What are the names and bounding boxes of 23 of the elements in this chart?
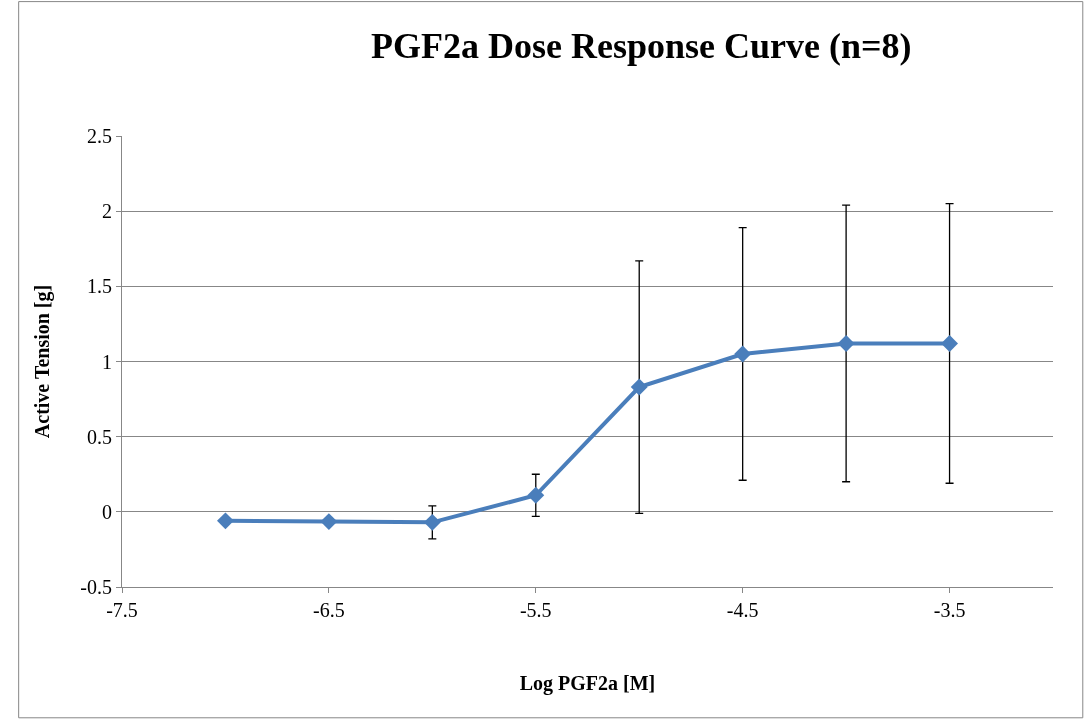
- point: [320, 513, 338, 531]
- y-tick-label: 2.5: [87, 125, 112, 147]
- x-tick-label: -7.5: [106, 599, 138, 621]
- chart-title: PGF2a Dose Response Curve (n=8): [371, 25, 912, 66]
- y-tick-label: 1.5: [87, 275, 112, 298]
- x-tick-label: -5.5: [519, 599, 552, 621]
- point: [527, 486, 545, 504]
- x-tick-label: -3.5: [933, 599, 966, 621]
- x-tick-label: -6.5: [313, 599, 345, 621]
- point: [423, 513, 441, 531]
- x-tick-label: -4.5: [726, 599, 759, 621]
- y-tick-label: 2: [102, 200, 112, 223]
- x-axis-title: Log PGF2a [M]: [519, 671, 656, 695]
- point: [837, 335, 855, 352]
- y-tick-label: -0.5: [80, 576, 112, 598]
- y-tick-label: 0.5: [87, 425, 112, 448]
- point: [941, 335, 959, 352]
- y-tick-label: 0: [102, 500, 112, 523]
- point: [630, 378, 648, 396]
- point: [734, 345, 752, 363]
- y-tick-label: 1: [102, 350, 112, 373]
- point: [216, 512, 234, 530]
- y-axis-title: Active Tension [g]: [30, 284, 54, 439]
